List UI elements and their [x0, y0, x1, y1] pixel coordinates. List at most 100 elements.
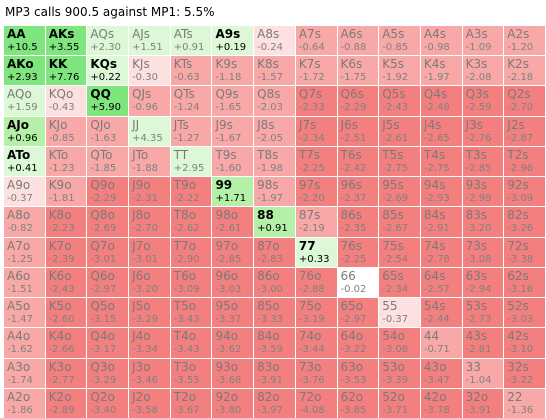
hand-cell[interactable]: 66 -0.02	[337, 267, 379, 298]
hand-cell[interactable]: TT +2.95	[170, 146, 212, 177]
hand-cell[interactable]: KQo -0.43	[45, 86, 87, 116]
hand-cell[interactable]: T9s -1.60	[212, 146, 254, 177]
hand-cell[interactable]: 55 -0.37	[379, 298, 420, 328]
hand-cell[interactable]: 88 +0.91	[254, 207, 295, 237]
hand-cell[interactable]: 53s -2.73	[462, 298, 504, 328]
hand-cell[interactable]: J3o -3.46	[129, 358, 170, 388]
hand-cell[interactable]: 63o -3.53	[337, 358, 379, 388]
hand-cell[interactable]: 99 +1.71	[212, 177, 254, 207]
hand-cell[interactable]: KJo -0.85	[45, 116, 87, 146]
hand-cell[interactable]: Q9o -2.29	[87, 177, 129, 207]
hand-cell[interactable]: K3o -2.77	[45, 358, 87, 388]
hand-cell[interactable]: AJs +1.51	[129, 26, 170, 56]
hand-cell[interactable]: K2o -2.89	[45, 388, 87, 418]
hand-cell[interactable]: 72o -4.08	[295, 388, 337, 418]
hand-cell[interactable]: 43o -3.47	[420, 358, 462, 388]
hand-cell[interactable]: Q5o -3.15	[87, 298, 129, 328]
hand-cell[interactable]: 54o -3.08	[379, 328, 420, 358]
hand-cell[interactable]: T3s -2.85	[462, 146, 504, 177]
hand-cell[interactable]: AQs +2.30	[87, 26, 129, 56]
hand-cell[interactable]: 53o -3.39	[379, 358, 420, 388]
hand-cell[interactable]: JJ +4.35	[129, 116, 170, 146]
hand-cell[interactable]: J2o -3.58	[129, 388, 170, 418]
hand-cell[interactable]: T6o -3.09	[170, 267, 212, 298]
hand-cell[interactable]: A8s -0.24	[254, 26, 295, 56]
hand-cell[interactable]: 63s -2.94	[462, 267, 504, 298]
hand-cell[interactable]: 73o -3.76	[295, 358, 337, 388]
hand-cell[interactable]: 95o -3.37	[212, 298, 254, 328]
hand-cell[interactable]: A5o -1.47	[4, 298, 45, 328]
hand-cell[interactable]: Q5s -2.43	[379, 86, 420, 116]
hand-cell[interactable]: 83o -3.91	[254, 358, 295, 388]
hand-cell[interactable]: JTo -1.88	[129, 146, 170, 177]
hand-cell[interactable]: ATs +0.91	[170, 26, 212, 56]
hand-cell[interactable]: K4s -1.97	[420, 56, 462, 86]
hand-cell[interactable]: ATo +0.41	[4, 146, 45, 177]
hand-cell[interactable]: 86o -3.00	[254, 267, 295, 298]
hand-cell[interactable]: 54s -2.44	[420, 298, 462, 328]
hand-cell[interactable]: K8s -1.57	[254, 56, 295, 86]
hand-cell[interactable]: 75s -2.54	[379, 237, 420, 267]
hand-cell[interactable]: 42s -3.10	[504, 328, 545, 358]
hand-cell[interactable]: JTs -1.27	[170, 116, 212, 146]
hand-cell[interactable]: J9s -1.67	[212, 116, 254, 146]
hand-cell[interactable]: A7s -0.64	[295, 26, 337, 56]
hand-cell[interactable]: AKo +2.93	[4, 56, 45, 86]
hand-cell[interactable]: Q3o -3.29	[87, 358, 129, 388]
hand-cell[interactable]: A6s -0.88	[337, 26, 379, 56]
hand-cell[interactable]: K9o -1.81	[45, 177, 87, 207]
hand-cell[interactable]: 86s -2.35	[337, 207, 379, 237]
hand-cell[interactable]: T2o -3.67	[170, 388, 212, 418]
hand-cell[interactable]: A5s -0.85	[379, 26, 420, 56]
hand-cell[interactable]: 65s -2.34	[379, 267, 420, 298]
hand-cell[interactable]: A3s -1.09	[462, 26, 504, 56]
hand-cell[interactable]: T2s -2.96	[504, 146, 545, 177]
hand-cell[interactable]: A6o -1.51	[4, 267, 45, 298]
hand-cell[interactable]: 43s -2.81	[462, 328, 504, 358]
hand-cell[interactable]: A4o -1.62	[4, 328, 45, 358]
hand-cell[interactable]: 97o -2.85	[212, 237, 254, 267]
hand-cell[interactable]: A7o -1.25	[4, 237, 45, 267]
hand-cell[interactable]: J6o -3.20	[129, 267, 170, 298]
hand-cell[interactable]: J6s -2.51	[337, 116, 379, 146]
hand-cell[interactable]: T8o -2.62	[170, 207, 212, 237]
hand-cell[interactable]: QQ +5.90	[87, 86, 129, 116]
hand-cell[interactable]: 83s -3.20	[462, 207, 504, 237]
hand-cell[interactable]: J3s -2.76	[462, 116, 504, 146]
hand-cell[interactable]: T9o -2.22	[170, 177, 212, 207]
hand-cell[interactable]: K7s -1.72	[295, 56, 337, 86]
hand-cell[interactable]: T5s -2.75	[379, 146, 420, 177]
hand-cell[interactable]: 62o -3.85	[337, 388, 379, 418]
hand-cell[interactable]: AA +10.5	[4, 26, 45, 56]
hand-cell[interactable]: 42o -3.78	[420, 388, 462, 418]
hand-cell[interactable]: Q6o -2.97	[87, 267, 129, 298]
hand-cell[interactable]: K6s -1.75	[337, 56, 379, 86]
hand-cell[interactable]: 76o -2.88	[295, 267, 337, 298]
hand-cell[interactable]: A9o -0.37	[4, 177, 45, 207]
hand-cell[interactable]: J7s -2.34	[295, 116, 337, 146]
hand-cell[interactable]: Q4o -3.17	[87, 328, 129, 358]
hand-cell[interactable]: 32s -3.22	[504, 358, 545, 388]
hand-cell[interactable]: 97s -2.20	[295, 177, 337, 207]
hand-cell[interactable]: 75o -3.19	[295, 298, 337, 328]
hand-cell[interactable]: 44 -0.71	[420, 328, 462, 358]
hand-cell[interactable]: K3s -2.08	[462, 56, 504, 86]
hand-cell[interactable]: K6o -2.43	[45, 267, 87, 298]
hand-cell[interactable]: T4s -2.75	[420, 146, 462, 177]
hand-cell[interactable]: QTo -1.85	[87, 146, 129, 177]
hand-cell[interactable]: 82o -3.97	[254, 388, 295, 418]
hand-cell[interactable]: 85s -2.67	[379, 207, 420, 237]
hand-cell[interactable]: KTs -0.63	[170, 56, 212, 86]
hand-cell[interactable]: Q6s -2.29	[337, 86, 379, 116]
hand-cell[interactable]: 77 +0.33	[295, 237, 337, 267]
hand-cell[interactable]: KQs +0.22	[87, 56, 129, 86]
hand-cell[interactable]: 84s -2.91	[420, 207, 462, 237]
hand-cell[interactable]: 33 -1.04	[462, 358, 504, 388]
hand-cell[interactable]: QTs -1.24	[170, 86, 212, 116]
hand-cell[interactable]: 82s -3.26	[504, 207, 545, 237]
hand-cell[interactable]: T7o -2.90	[170, 237, 212, 267]
hand-cell[interactable]: J5s -2.61	[379, 116, 420, 146]
hand-cell[interactable]: J4s -2.65	[420, 116, 462, 146]
hand-cell[interactable]: 32o -3.91	[462, 388, 504, 418]
hand-cell[interactable]: 74s -2.78	[420, 237, 462, 267]
